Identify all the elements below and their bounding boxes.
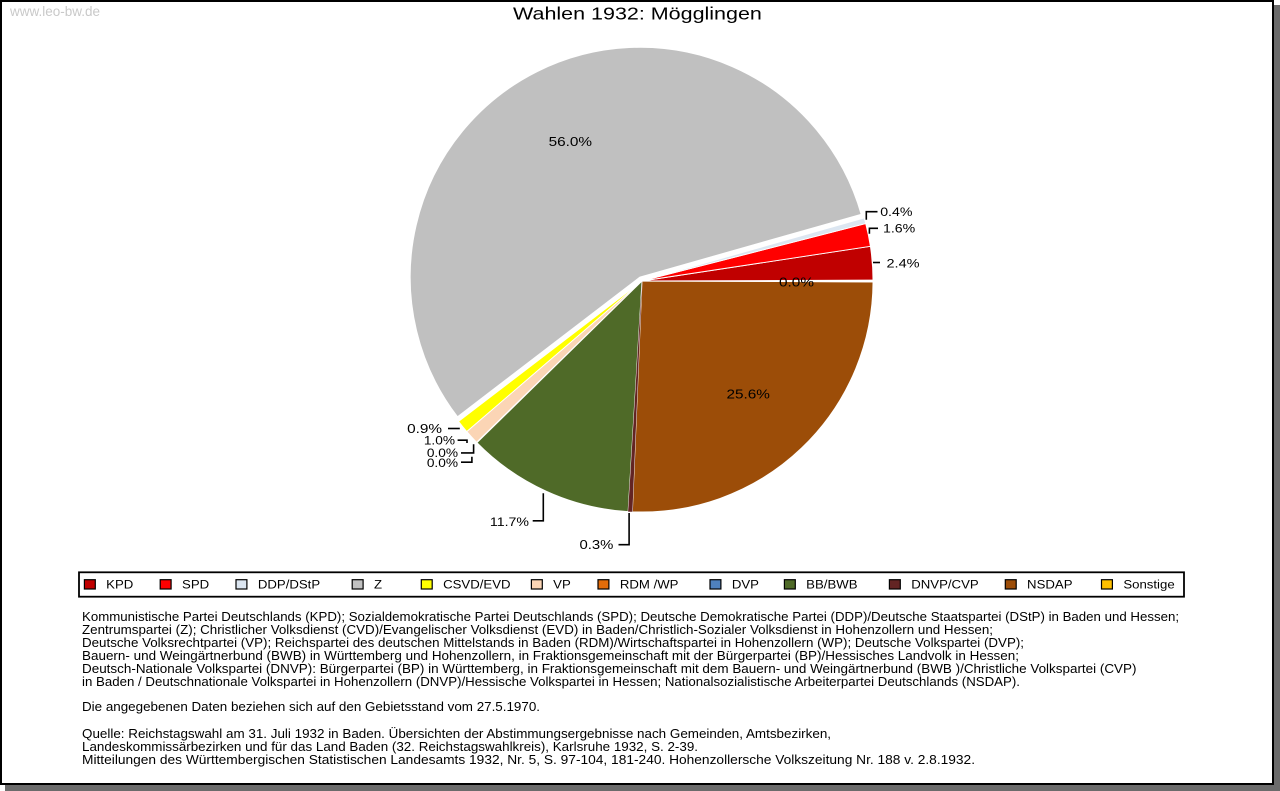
- svg-text:DNVP/CVP: DNVP/CVP: [911, 578, 978, 591]
- svg-text:1.6%: 1.6%: [883, 222, 916, 236]
- svg-text:0.9%: 0.9%: [407, 422, 442, 437]
- svg-text:Sonstige: Sonstige: [1123, 578, 1174, 591]
- svg-text:DDP/DStP: DDP/DStP: [258, 578, 320, 591]
- svg-text:56.0%: 56.0%: [549, 135, 593, 150]
- svg-text:www.leo-bw.de: www.leo-bw.de: [9, 4, 100, 19]
- svg-text:0.4%: 0.4%: [880, 205, 913, 219]
- svg-text:NSDAP: NSDAP: [1027, 578, 1072, 591]
- svg-text:KPD: KPD: [106, 578, 133, 591]
- svg-text:25.6%: 25.6%: [726, 388, 770, 403]
- svg-text:11.7%: 11.7%: [490, 515, 529, 529]
- svg-text:DVP: DVP: [732, 578, 759, 591]
- svg-text:BB/BWB: BB/BWB: [806, 578, 857, 591]
- svg-text:RDM /WP: RDM /WP: [620, 578, 679, 591]
- svg-text:0.0%: 0.0%: [779, 276, 814, 291]
- svg-text:0.0%: 0.0%: [427, 447, 458, 460]
- svg-text:Z: Z: [374, 578, 382, 591]
- svg-text:0.3%: 0.3%: [580, 538, 614, 552]
- svg-text:2.4%: 2.4%: [886, 257, 919, 271]
- svg-text:SPD: SPD: [182, 578, 209, 591]
- svg-text:0.0%: 0.0%: [427, 457, 458, 470]
- svg-text:CSVD/EVD: CSVD/EVD: [443, 578, 510, 591]
- svg-text:Wahlen 1932: Mögglingen: Wahlen 1932: Mögglingen: [513, 4, 762, 24]
- svg-text:1.0%: 1.0%: [424, 434, 455, 447]
- svg-text:VP: VP: [553, 578, 571, 591]
